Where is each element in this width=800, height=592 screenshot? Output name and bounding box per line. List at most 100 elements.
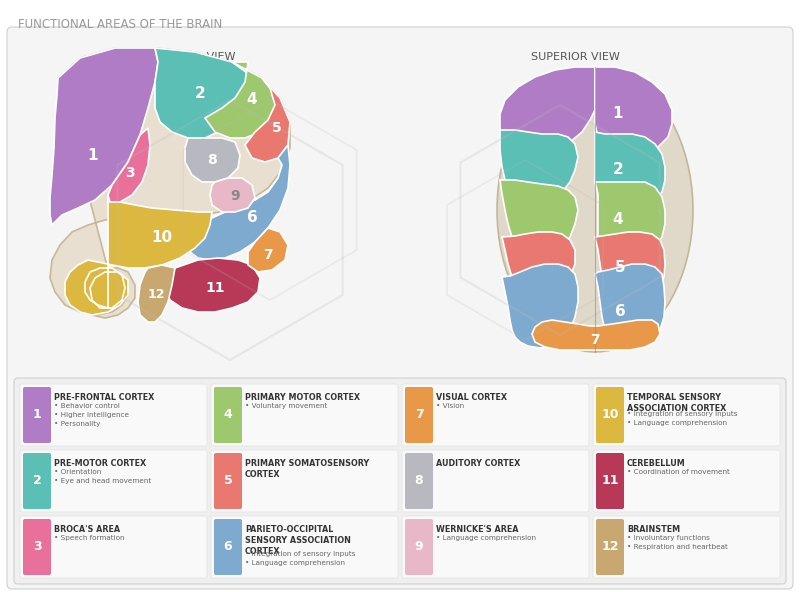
Polygon shape — [595, 264, 665, 348]
Polygon shape — [497, 68, 693, 352]
Text: 10: 10 — [602, 408, 618, 422]
Polygon shape — [500, 180, 578, 257]
FancyBboxPatch shape — [214, 387, 242, 443]
Text: 7: 7 — [414, 408, 423, 422]
FancyBboxPatch shape — [593, 516, 780, 578]
FancyBboxPatch shape — [211, 516, 398, 578]
Polygon shape — [500, 67, 595, 154]
Text: • Higher intelligence: • Higher intelligence — [54, 412, 129, 418]
Text: SUPERIOR VIEW: SUPERIOR VIEW — [530, 52, 619, 62]
Text: • Language comprehension: • Language comprehension — [436, 535, 536, 541]
Text: 4: 4 — [613, 213, 623, 227]
Text: • Voluntary movement: • Voluntary movement — [245, 403, 327, 409]
Text: • Integration of sensory inputs: • Integration of sensory inputs — [245, 551, 355, 557]
FancyBboxPatch shape — [214, 519, 242, 575]
Polygon shape — [502, 232, 575, 297]
Polygon shape — [50, 48, 158, 225]
FancyBboxPatch shape — [596, 519, 624, 575]
FancyBboxPatch shape — [593, 384, 780, 446]
Text: 11: 11 — [602, 475, 618, 487]
Text: AUDITORY CORTEX: AUDITORY CORTEX — [436, 459, 520, 468]
Text: • Language comprehension: • Language comprehension — [627, 420, 727, 426]
Text: • Personality: • Personality — [54, 421, 100, 427]
Polygon shape — [108, 128, 150, 202]
Text: 2: 2 — [33, 475, 42, 487]
Polygon shape — [595, 182, 665, 258]
Polygon shape — [155, 48, 250, 138]
Text: 4: 4 — [246, 92, 258, 108]
Polygon shape — [50, 48, 290, 318]
Text: LATERAL VIEW: LATERAL VIEW — [154, 52, 235, 62]
FancyBboxPatch shape — [596, 387, 624, 443]
Polygon shape — [595, 67, 672, 157]
Text: • Language comprehension: • Language comprehension — [245, 560, 345, 566]
Polygon shape — [210, 178, 255, 212]
Polygon shape — [190, 145, 290, 260]
Text: 7: 7 — [590, 333, 600, 347]
Polygon shape — [65, 195, 212, 315]
FancyBboxPatch shape — [402, 516, 589, 578]
Polygon shape — [595, 232, 665, 297]
Polygon shape — [502, 264, 578, 348]
FancyBboxPatch shape — [405, 387, 433, 443]
Text: 5: 5 — [272, 121, 282, 135]
Text: PRIMARY SOMATOSENSORY
CORTEX: PRIMARY SOMATOSENSORY CORTEX — [245, 459, 370, 479]
Text: VISUAL CORTEX: VISUAL CORTEX — [436, 393, 507, 402]
FancyBboxPatch shape — [214, 453, 242, 509]
Polygon shape — [185, 138, 240, 182]
Polygon shape — [205, 62, 278, 138]
Text: 12: 12 — [602, 540, 618, 554]
Text: • Vision: • Vision — [436, 403, 464, 409]
Polygon shape — [248, 228, 288, 272]
Text: 1: 1 — [33, 408, 42, 422]
Text: • Behavior control: • Behavior control — [54, 403, 120, 409]
Text: • Orientation: • Orientation — [54, 469, 102, 475]
FancyBboxPatch shape — [23, 519, 51, 575]
Text: 4: 4 — [224, 408, 232, 422]
Text: TEMPORAL SENSORY
ASSOCIATION CORTEX: TEMPORAL SENSORY ASSOCIATION CORTEX — [627, 393, 726, 413]
Text: • Speech formation: • Speech formation — [54, 535, 125, 541]
Polygon shape — [245, 78, 290, 162]
FancyBboxPatch shape — [405, 519, 433, 575]
Text: 9: 9 — [414, 540, 423, 554]
Text: WERNICKE'S AREA: WERNICKE'S AREA — [436, 525, 518, 534]
Text: 8: 8 — [207, 153, 217, 167]
Text: 1: 1 — [88, 147, 98, 162]
Text: 12: 12 — [147, 288, 165, 301]
Text: BROCA'S AREA: BROCA'S AREA — [54, 525, 120, 534]
Text: 7: 7 — [263, 248, 273, 262]
Text: • Coordination of movement: • Coordination of movement — [627, 469, 730, 475]
Text: 9: 9 — [230, 189, 240, 203]
Text: 6: 6 — [224, 540, 232, 554]
Text: • Eye and head movement: • Eye and head movement — [54, 478, 151, 484]
Text: 2: 2 — [194, 85, 206, 101]
Text: 3: 3 — [125, 166, 135, 180]
FancyBboxPatch shape — [23, 453, 51, 509]
Text: PRIMARY MOTOR CORTEX: PRIMARY MOTOR CORTEX — [245, 393, 360, 402]
FancyBboxPatch shape — [402, 450, 589, 512]
Text: PARIETO-OCCIPITAL
SENSORY ASSOCIATION
CORTEX: PARIETO-OCCIPITAL SENSORY ASSOCIATION CO… — [245, 525, 351, 556]
Text: 8: 8 — [414, 475, 423, 487]
Text: 6: 6 — [614, 304, 626, 320]
Polygon shape — [595, 132, 665, 207]
FancyBboxPatch shape — [405, 453, 433, 509]
FancyBboxPatch shape — [14, 378, 786, 584]
Text: PRE-FRONTAL CORTEX: PRE-FRONTAL CORTEX — [54, 393, 154, 402]
Text: 2: 2 — [613, 162, 623, 178]
Text: 5: 5 — [614, 259, 626, 275]
Polygon shape — [500, 130, 578, 204]
Text: FUNCTIONAL AREAS OF THE BRAIN: FUNCTIONAL AREAS OF THE BRAIN — [18, 18, 222, 31]
Text: 5: 5 — [224, 475, 232, 487]
FancyBboxPatch shape — [20, 516, 207, 578]
Polygon shape — [532, 320, 660, 350]
Text: BRAINSTEM: BRAINSTEM — [627, 525, 680, 534]
Text: • Involuntary functions: • Involuntary functions — [627, 535, 710, 541]
Polygon shape — [138, 265, 175, 322]
Text: CEREBELLUM: CEREBELLUM — [627, 459, 686, 468]
Text: • Integration of sensory inputs: • Integration of sensory inputs — [627, 411, 738, 417]
Text: 3: 3 — [33, 540, 42, 554]
FancyBboxPatch shape — [211, 450, 398, 512]
FancyBboxPatch shape — [596, 453, 624, 509]
Text: 11: 11 — [206, 281, 225, 295]
FancyBboxPatch shape — [593, 450, 780, 512]
